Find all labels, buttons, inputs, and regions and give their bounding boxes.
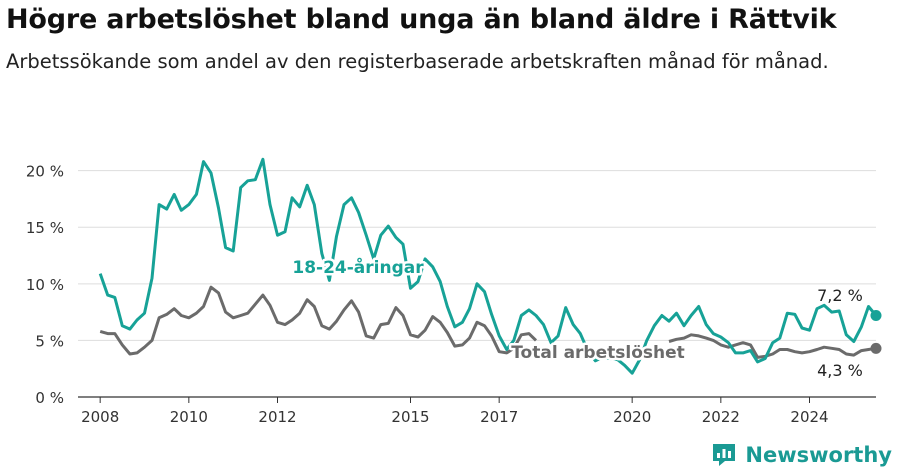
y-tick-label: 0 %: [35, 389, 64, 407]
x-tick-label: 2010: [170, 408, 208, 426]
series-lines: [98, 157, 882, 375]
y-tick-label: 10 %: [26, 276, 64, 294]
x-tick-label: 2012: [258, 408, 296, 426]
newsworthy-logo-icon: [713, 444, 736, 466]
youth-end-point: [870, 310, 882, 322]
youth-series-label-halo: 18-24-åringar: [292, 256, 424, 278]
brand-name: Newsworthy: [745, 443, 892, 467]
x-tick-label: 2008: [81, 408, 119, 426]
y-tick-label: 15 %: [26, 219, 64, 237]
chart-subtitle: Arbetssökande som andel av den registerb…: [6, 50, 829, 73]
total-series-label-halo: Total arbetslöshet: [511, 343, 685, 363]
x-tick-label: 2017: [480, 408, 518, 426]
youth-series-label: 18-24-åringar: [292, 256, 424, 278]
total-end-label-halo: 4,3 %: [817, 361, 863, 380]
youth-end-label: 7,2 %: [817, 286, 863, 305]
x-tick-label: 2015: [391, 408, 429, 426]
y-tick-label: 5 %: [35, 332, 64, 350]
total-end-label: 4,3 %: [817, 361, 863, 380]
youth-line: [98, 157, 878, 375]
total-line: [99, 285, 538, 356]
chart-title: Högre arbetslöshet bland unga än bland ä…: [6, 4, 837, 35]
youth-end-label-halo: 7,2 %: [817, 286, 863, 305]
x-tick-label: 2020: [613, 408, 651, 426]
total-end-point: [870, 342, 882, 354]
brand-logo: Newsworthy: [711, 442, 892, 468]
total-series-label: Total arbetslöshet: [511, 343, 685, 363]
x-tick-label: 2024: [790, 408, 828, 426]
total-line: [668, 333, 877, 359]
x-axis: 2008 2010 2012 2015 2017 2020 2022 2024: [81, 397, 829, 426]
y-axis-ticks: 0 % 5 % 10 % 15 % 20 %: [26, 163, 64, 407]
x-tick-label: 2022: [702, 408, 740, 426]
y-tick-label: 20 %: [26, 163, 64, 181]
